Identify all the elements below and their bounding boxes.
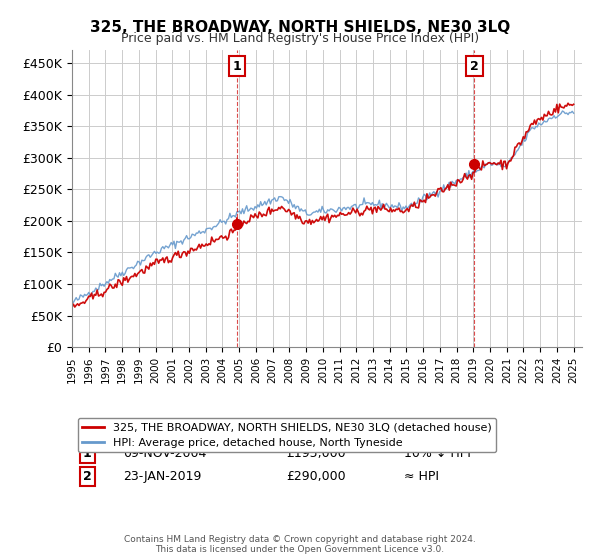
Legend: 325, THE BROADWAY, NORTH SHIELDS, NE30 3LQ (detached house), HPI: Average price,: 325, THE BROADWAY, NORTH SHIELDS, NE30 3… [77,418,496,452]
Text: 2: 2 [83,470,92,483]
Text: £195,000: £195,000 [286,447,346,460]
Text: 09-NOV-2004: 09-NOV-2004 [123,447,206,460]
Text: ≈ HPI: ≈ HPI [404,470,439,483]
Text: 10% ↓ HPI: 10% ↓ HPI [404,447,470,460]
Text: Contains HM Land Registry data © Crown copyright and database right 2024.
This d: Contains HM Land Registry data © Crown c… [124,535,476,554]
Text: Price paid vs. HM Land Registry's House Price Index (HPI): Price paid vs. HM Land Registry's House … [121,32,479,45]
Text: 1: 1 [232,60,241,73]
Text: 2: 2 [470,60,479,73]
Text: £290,000: £290,000 [286,470,346,483]
Text: 1: 1 [83,447,92,460]
Text: 23-JAN-2019: 23-JAN-2019 [123,470,202,483]
Text: 325, THE BROADWAY, NORTH SHIELDS, NE30 3LQ: 325, THE BROADWAY, NORTH SHIELDS, NE30 3… [90,20,510,35]
